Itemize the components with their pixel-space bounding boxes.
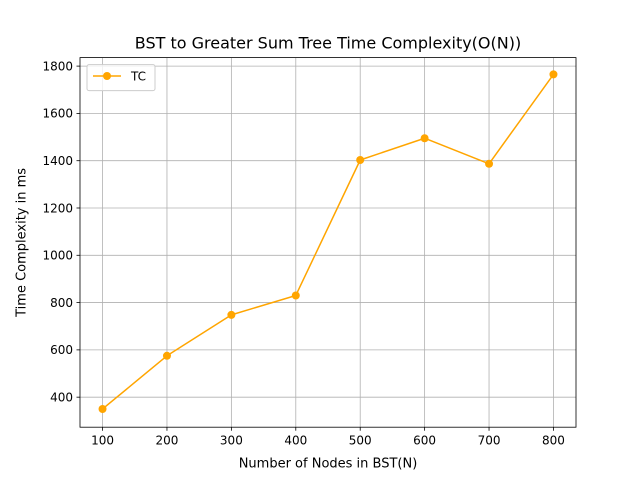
x-tick-label: 500 (349, 434, 372, 448)
x-tick-label: 300 (220, 434, 243, 448)
data-point (485, 159, 494, 168)
legend-marker-swatch (103, 72, 111, 80)
grid (80, 57, 576, 428)
ticks: 100 200 300 400 500 600 700 800 400 600 800 1000 120… (42, 59, 564, 447)
series-line-tc (101, 73, 555, 411)
data-point (356, 155, 365, 164)
data-point (227, 310, 236, 319)
y-tick-label: 1400 (42, 154, 73, 168)
y-tick-label: 1600 (42, 107, 73, 121)
data-point (420, 134, 429, 143)
x-tick-label: 800 (542, 434, 565, 448)
data-point (162, 351, 171, 360)
x-tick-label: 600 (413, 434, 436, 448)
x-axis-label: Number of Nodes in BST(N) (239, 457, 418, 472)
y-tick-label: 1000 (42, 249, 73, 263)
y-tick-label: 400 (50, 390, 73, 404)
y-tick-label: 800 (50, 296, 73, 310)
y-tick-label: 1800 (42, 59, 73, 73)
legend: TC (86, 64, 156, 92)
x-tick-label: 400 (284, 434, 307, 448)
y-tick-label: 1200 (42, 201, 73, 215)
legend-box (86, 64, 156, 92)
plot-area-background (80, 57, 576, 428)
series-layer (98, 70, 558, 413)
chart-title: BST to Greater Sum Tree Time Complexity(… (135, 34, 521, 53)
x-tick-label: 200 (156, 434, 179, 448)
legend-label: TC (130, 70, 146, 84)
plot-frame (79, 57, 577, 428)
data-point (291, 291, 300, 300)
data-point (98, 404, 107, 413)
x-tick-label: 100 (91, 434, 114, 448)
data-point (549, 70, 558, 79)
y-axis-label: Time Complexity in ms (15, 168, 30, 318)
x-tick-label: 700 (478, 434, 501, 448)
y-tick-label: 600 (50, 343, 73, 357)
